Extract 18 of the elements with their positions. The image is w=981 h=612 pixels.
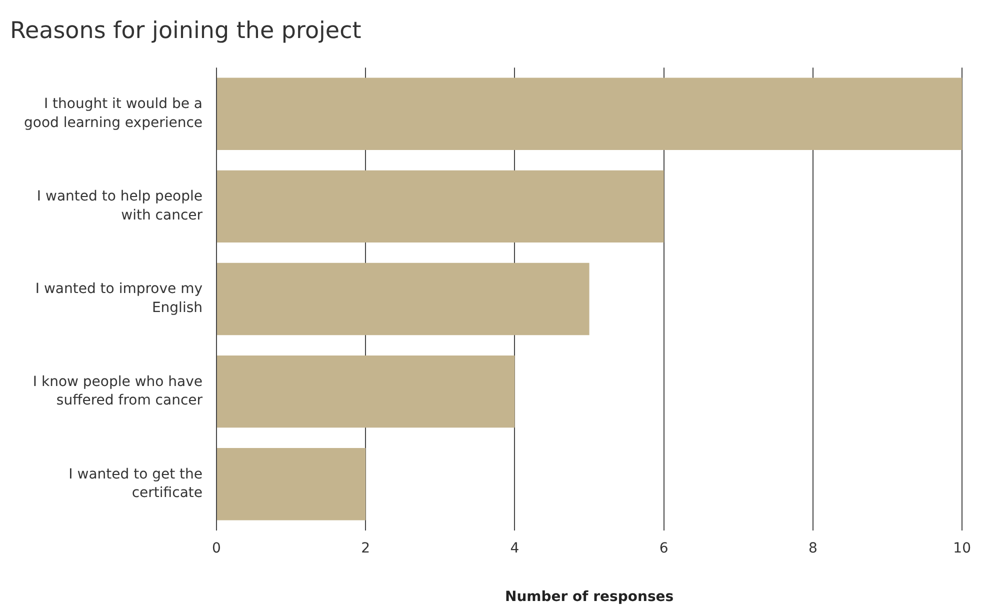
- bar: [217, 448, 366, 520]
- bar: [217, 170, 664, 243]
- y-tick-label: I know people who have suffered from cancer: [32, 374, 203, 409]
- x-tick-label: 2: [361, 540, 370, 556]
- chart-title: Reasons for joining the project: [10, 18, 362, 44]
- x-tick-label: 4: [510, 540, 520, 556]
- x-tick-label: 6: [659, 540, 668, 556]
- y-tick-label: I thought it would be a good learning experience: [24, 96, 203, 131]
- y-tick-label: I wanted to help people with cancer: [36, 188, 203, 224]
- x-tick-label: 10: [953, 540, 972, 556]
- y-tick-label: I wanted to get the certificate: [68, 466, 203, 502]
- bar: [217, 262, 590, 336]
- bar: [217, 78, 962, 150]
- x-tick-label: 0: [212, 540, 221, 556]
- bar: [217, 355, 515, 428]
- y-tick-label: I wanted to improve my English: [35, 281, 203, 316]
- x-axis-title: Number of responses: [504, 589, 674, 606]
- x-tick-label: 8: [808, 540, 818, 556]
